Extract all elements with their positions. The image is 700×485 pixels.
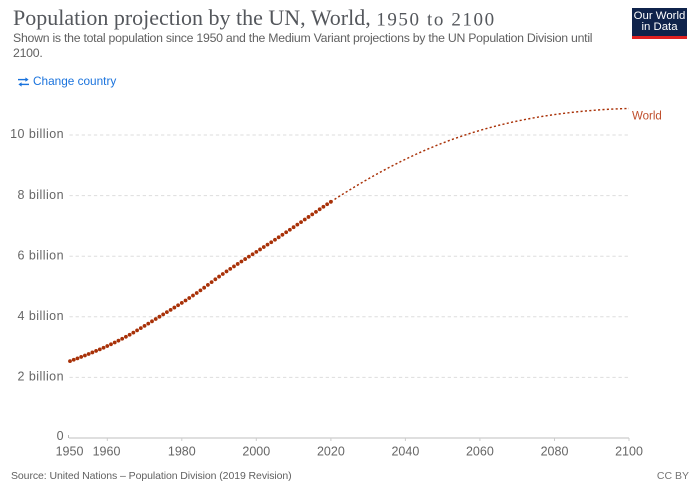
svg-text:2 billion: 2 billion	[18, 370, 64, 384]
svg-text:10 billion: 10 billion	[10, 127, 64, 141]
svg-text:8 billion: 8 billion	[18, 188, 64, 202]
svg-text:2060: 2060	[466, 444, 494, 458]
svg-text:6 billion: 6 billion	[18, 248, 64, 262]
svg-text:1960: 1960	[93, 444, 121, 458]
svg-text:0: 0	[57, 429, 64, 443]
svg-text:World: World	[632, 111, 662, 123]
svg-text:1980: 1980	[168, 444, 196, 458]
svg-text:2040: 2040	[391, 444, 419, 458]
svg-text:2000: 2000	[242, 444, 270, 458]
svg-text:2020: 2020	[317, 444, 345, 458]
svg-text:1950: 1950	[56, 444, 84, 458]
svg-text:2080: 2080	[541, 444, 569, 458]
svg-text:2100: 2100	[615, 444, 643, 458]
svg-text:4 billion: 4 billion	[18, 309, 64, 323]
